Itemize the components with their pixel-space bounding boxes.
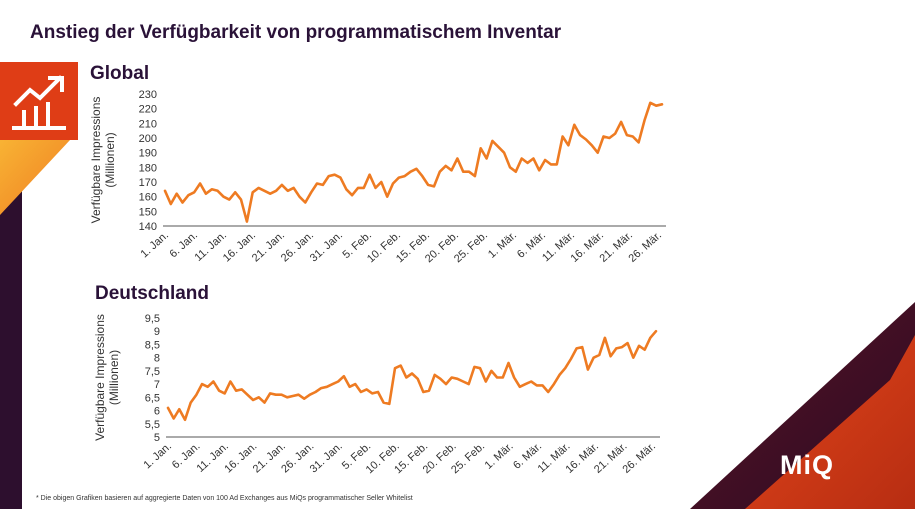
y-tick-label: 9 [154, 326, 160, 338]
series-line [166, 329, 658, 422]
y-axis-label-line2: (Millionen) [107, 350, 121, 405]
y-axis-label-line1: Verfügbare Impressions [89, 97, 103, 224]
y-tick-label: 6,5 [145, 392, 160, 404]
y-tick-label: 190 [139, 148, 157, 160]
y-tick-label: 7,5 [145, 366, 160, 378]
y-axis-label-line2: (Millionen) [103, 132, 117, 187]
y-tick-label: 220 [139, 104, 157, 116]
left-accent-orange [0, 140, 70, 215]
y-tick-label: 180 [139, 162, 157, 174]
y-tick-label: 170 [139, 177, 157, 189]
growth-chart-icon [12, 75, 66, 130]
y-tick-label: 5,5 [145, 419, 160, 431]
y-axis-label-line1: Verfügbare Impressions [93, 314, 107, 441]
chart-title-global: Global [90, 63, 150, 84]
series-line [163, 101, 664, 223]
x-tick-label: 1. Jan. [141, 440, 174, 471]
footnote: * Die obigen Grafiken basieren auf aggre… [36, 495, 413, 502]
y-tick-label: 8,5 [145, 339, 160, 351]
x-tick-label: 1. Mär. [483, 440, 516, 471]
left-accent-dark [0, 170, 22, 509]
y-tick-label: 6 [154, 406, 160, 418]
y-tick-label: 200 [139, 133, 157, 145]
y-tick-label: 210 [139, 118, 157, 130]
y-tick-label: 230 [139, 89, 157, 101]
y-tick-label: 8 [154, 353, 160, 365]
miq-logo: MiQ [780, 450, 834, 480]
y-axis-label: Verfügbare Impressions (Millionen) [93, 314, 121, 441]
y-tick-label: 160 [139, 192, 157, 204]
corner-accent-red [745, 335, 915, 509]
chart-title-deutschland: Deutschland [95, 283, 210, 304]
y-tick-label: 5 [154, 432, 160, 444]
y-tick-label: 7 [154, 379, 160, 391]
slide-title: Anstieg der Verfügbarkeit von programmat… [30, 22, 562, 43]
y-tick-label: 140 [139, 221, 157, 233]
x-tick-label: 31. Jan. [308, 440, 345, 475]
y-tick-label: 9,5 [145, 313, 160, 325]
y-axis-label: Verfügbare Impressions (Millionen) [89, 97, 117, 224]
y-tick-label: 150 [139, 206, 157, 218]
